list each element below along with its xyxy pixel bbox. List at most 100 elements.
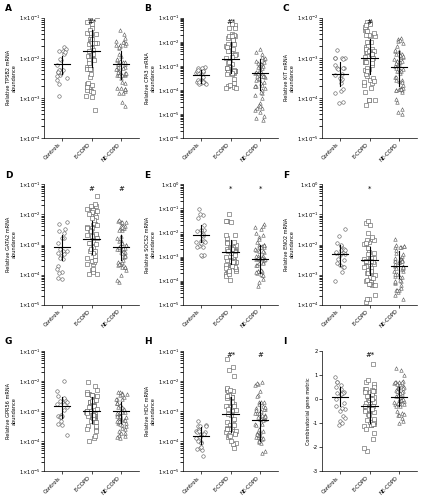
Point (392, 246, 399, 254)
Point (255, 430, 261, 438)
Point (364, 416, 371, 424)
Point (395, 418, 402, 426)
Text: C: C (282, 4, 289, 13)
Point (88, 37, 94, 45)
Point (223, 424, 230, 432)
Point (392, 256, 399, 264)
Point (119, 244, 126, 252)
Point (114, 234, 120, 242)
Point (363, 240, 370, 248)
Point (392, 272, 398, 280)
Point (225, 66, 232, 74)
Point (364, 48, 371, 56)
Point (260, 272, 267, 280)
Point (366, 406, 373, 414)
Point (370, 420, 377, 428)
Point (365, 406, 372, 414)
Point (224, 385, 231, 393)
Point (398, 390, 405, 398)
Point (223, 270, 230, 278)
Point (364, 405, 370, 413)
Point (341, 250, 348, 258)
Point (392, 278, 398, 286)
Point (116, 278, 123, 286)
Point (200, 226, 207, 234)
Point (365, 66, 372, 74)
Point (258, 254, 265, 262)
Point (259, 426, 266, 434)
Point (261, 413, 267, 421)
Point (119, 218, 125, 226)
Point (224, 424, 230, 432)
Point (90, 56, 96, 64)
Point (398, 284, 405, 292)
Point (252, 254, 259, 262)
Point (336, 74, 343, 82)
Point (252, 245, 258, 253)
Point (115, 410, 122, 418)
Point (364, 244, 371, 252)
Point (392, 262, 399, 270)
Point (226, 432, 233, 440)
Point (89, 208, 96, 216)
Point (117, 434, 124, 442)
Point (254, 392, 261, 400)
Point (397, 255, 404, 263)
Point (341, 388, 348, 396)
Point (227, 403, 234, 411)
Point (232, 50, 239, 58)
Text: *: * (229, 186, 232, 192)
Point (117, 260, 123, 268)
Point (256, 74, 263, 82)
Point (396, 58, 403, 66)
Point (370, 417, 377, 425)
Point (122, 252, 128, 260)
Point (261, 254, 268, 262)
Point (255, 254, 261, 262)
Point (90, 8, 96, 16)
Point (84, 224, 91, 232)
Point (391, 73, 398, 81)
Point (252, 68, 259, 76)
Point (224, 269, 231, 277)
Point (91, 418, 97, 426)
Point (395, 378, 402, 386)
Point (229, 245, 235, 253)
Point (88, 52, 95, 60)
Point (338, 418, 345, 426)
Point (119, 258, 126, 266)
Point (395, 384, 402, 392)
Point (84, 407, 91, 415)
Point (260, 416, 267, 424)
Point (400, 396, 407, 404)
Point (338, 268, 345, 276)
Point (365, 250, 371, 258)
Point (123, 390, 130, 398)
Point (121, 425, 128, 433)
Point (252, 90, 258, 98)
Point (88, 93, 95, 101)
Point (397, 402, 403, 410)
Y-axis label: Relative CPA3 mRNA
abundance: Relative CPA3 mRNA abundance (145, 52, 155, 104)
Text: #: # (367, 19, 373, 25)
Point (117, 412, 123, 420)
Point (391, 236, 398, 244)
Point (115, 388, 121, 396)
Point (56, 244, 63, 252)
Point (53, 76, 60, 84)
Point (116, 42, 123, 50)
Point (361, 58, 368, 66)
Point (57, 69, 64, 77)
Point (61, 229, 68, 237)
Point (258, 448, 265, 456)
Point (256, 254, 263, 262)
Point (63, 398, 69, 406)
Point (83, 408, 90, 416)
Point (230, 414, 237, 422)
Point (115, 403, 122, 411)
Point (399, 78, 406, 86)
Point (338, 242, 344, 250)
Point (199, 243, 206, 251)
Point (339, 390, 346, 398)
Point (255, 259, 262, 267)
